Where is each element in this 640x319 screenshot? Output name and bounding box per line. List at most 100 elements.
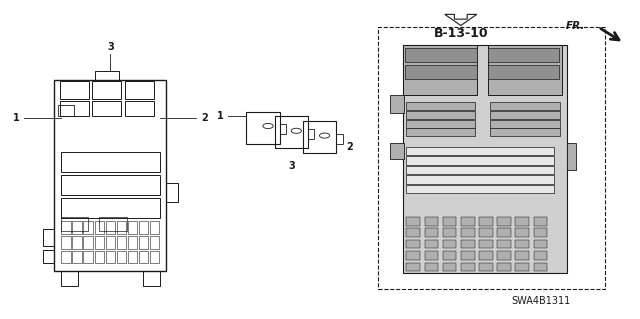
Bar [479,240,493,249]
Bar [490,120,560,128]
Bar [406,102,475,110]
Bar [461,228,475,237]
Bar [534,228,547,237]
Text: 1: 1 [217,111,224,122]
Bar [488,64,559,78]
Bar [479,263,493,271]
Bar [166,183,178,202]
Text: FR.: FR. [566,20,586,31]
Bar [479,228,493,237]
Bar [127,221,137,234]
Bar [406,251,420,260]
Bar [424,217,438,226]
Bar [127,236,137,249]
Bar [490,102,560,110]
Bar [116,236,126,249]
Bar [406,217,420,226]
Bar [95,71,118,80]
Bar [424,251,438,260]
Bar [61,271,77,286]
Bar [443,263,456,271]
Text: B-13-10: B-13-10 [433,27,488,40]
Bar [567,143,577,170]
Bar [424,263,438,271]
Bar [150,236,159,249]
Bar [403,45,567,273]
Bar [497,228,511,237]
Bar [443,228,456,237]
Bar [405,48,477,62]
Bar [139,250,148,263]
Bar [83,236,93,249]
Bar [61,217,88,231]
Bar [406,156,554,165]
Bar [116,221,126,234]
Bar [127,250,137,263]
Bar [95,250,104,263]
Bar [534,217,547,226]
Bar [390,143,404,159]
Bar [139,236,148,249]
Bar [443,240,456,249]
Bar [515,217,529,226]
Bar [72,221,82,234]
Bar [54,80,166,271]
Bar [72,250,82,263]
Bar [406,175,554,184]
Bar [461,251,475,260]
Bar [488,45,562,95]
Bar [461,263,475,271]
Bar [405,64,477,78]
Bar [424,228,438,237]
Bar [303,121,336,153]
Bar [143,271,160,286]
Bar [95,236,104,249]
Bar [497,217,511,226]
Bar [150,221,159,234]
Bar [44,250,54,263]
Bar [515,228,529,237]
Text: 2: 2 [202,113,209,123]
Bar [150,250,159,263]
Bar [92,81,122,99]
Text: 3: 3 [107,42,114,52]
Bar [488,48,559,62]
Bar [61,236,71,249]
Bar [139,221,148,234]
Bar [406,240,420,249]
Bar [83,221,93,234]
Bar [461,217,475,226]
Bar [406,185,554,193]
Bar [479,251,493,260]
Text: SWA4B1311: SWA4B1311 [511,296,570,307]
Bar [95,221,104,234]
Bar [515,240,529,249]
Bar [60,101,89,116]
Bar [44,229,54,246]
Bar [406,128,475,136]
Bar [275,116,308,148]
Bar [125,81,154,99]
Bar [406,120,475,128]
Bar [406,166,554,174]
Bar [534,240,547,249]
Bar [390,95,404,114]
Bar [246,112,280,144]
Bar [61,175,160,195]
Bar [92,101,122,116]
Bar [99,217,127,231]
Bar [515,263,529,271]
Bar [61,152,160,172]
Bar [83,250,93,263]
Bar [106,236,115,249]
Bar [490,128,560,136]
Bar [280,124,286,134]
Text: 1: 1 [12,113,19,123]
Bar [125,101,154,116]
Bar [61,221,71,234]
Bar [497,240,511,249]
Bar [534,251,547,260]
Bar [479,217,493,226]
Bar [60,81,89,99]
Bar [443,217,456,226]
